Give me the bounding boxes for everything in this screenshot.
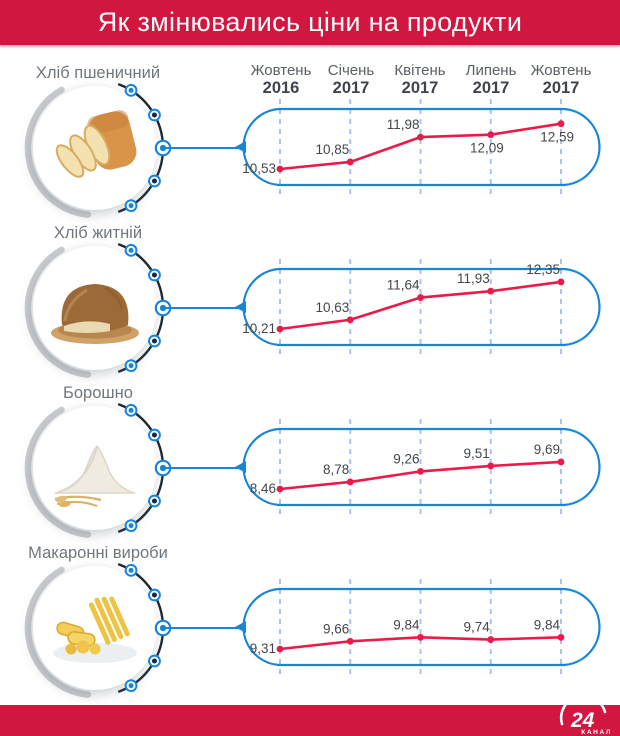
point-value-label: 9,51 (463, 446, 489, 461)
channel-24-logo: 24 КАНАЛ (559, 704, 612, 735)
point-value-label: 9,84 (534, 617, 561, 632)
column-month: Квітень (394, 62, 446, 79)
column-year: 2017 (542, 79, 580, 97)
point-value-label: 9,69 (534, 442, 560, 457)
price-chart-pasta: 9,31 9,66 9,84 9,74 9,84 (242, 579, 601, 675)
header-bar: Як змінювались ціни на продукти (0, 0, 620, 45)
logo-number: 24 (570, 709, 595, 732)
point-value-label: 12,35 (526, 262, 560, 277)
column-month: Жовтень (530, 62, 592, 79)
column-year: 2017 (472, 79, 510, 97)
point-value-label: 8,46 (250, 481, 276, 496)
rye-bread-icon (51, 284, 139, 344)
product-row-wheat-bread: Хліб пшеничний 10,53 10,85 11,98 12,09 12,59 (0, 64, 620, 255)
column-header: Жовтень 2017 (519, 62, 603, 98)
column-headers: Жовтень 2016 Січень 2017 Квітень 2017 Ли… (0, 63, 620, 99)
page-title: Як змінювались ціни на продукти (97, 7, 523, 37)
column-header: Квітень 2017 (378, 62, 462, 98)
product-label: Борошно (63, 384, 133, 402)
point-value-label: 10,21 (242, 321, 276, 336)
product-label: Хліб пшеничний (35, 64, 161, 82)
logo-swoosh-icon (559, 704, 607, 726)
flour-icon (54, 444, 136, 508)
column-month: Жовтень (250, 62, 312, 79)
product-photo-rye-bread (24, 242, 172, 378)
product-photo-flour (24, 402, 172, 538)
connector-arrowhead (235, 301, 246, 313)
product-label: Макаронні вироби (28, 544, 168, 562)
connector-line (163, 626, 246, 630)
point-value-label: 10,85 (315, 142, 349, 157)
column-month: Липень (465, 62, 517, 79)
connector-arrowhead (235, 141, 246, 153)
point-value-label: 9,84 (393, 617, 420, 632)
product-row-rye-bread: Хліб житній 10,21 10,63 11,64 11,93 12,35 (0, 224, 620, 415)
point-value-label: 11,64 (387, 278, 420, 293)
connector-line (163, 146, 246, 150)
point-value-label: 11,98 (387, 117, 420, 132)
wheat-bread-icon (55, 110, 137, 178)
connector-arrowhead (235, 461, 246, 473)
logo-caption: КАНАЛ (581, 729, 612, 735)
product-row-flour: Борошно 8,46 8,78 9,26 9,51 9,69 (0, 384, 620, 575)
column-header: Січень 2017 (309, 62, 393, 98)
product-photo-pasta (24, 562, 172, 698)
point-value-label: 9,66 (323, 621, 349, 636)
column-year: 2017 (401, 79, 439, 97)
column-month: Січень (327, 62, 375, 79)
connector-line (163, 306, 246, 310)
point-value-label: 10,63 (315, 300, 349, 315)
column-year: 2017 (332, 79, 370, 97)
price-chart-rye-bread: 10,21 10,63 11,64 11,93 12,35 (242, 259, 601, 355)
point-value-label: 12,59 (540, 130, 574, 145)
connector-arrowhead (235, 621, 246, 633)
point-value-label: 9,26 (393, 451, 419, 466)
point-value-label: 10,53 (242, 161, 276, 176)
pasta-icon (53, 596, 137, 663)
product-photo-wheat-bread (24, 82, 172, 218)
point-value-label: 11,93 (457, 271, 490, 286)
point-value-label: 9,31 (250, 641, 276, 656)
point-value-label: 12,09 (470, 141, 504, 156)
column-header: Жовтень 2016 (239, 62, 323, 98)
price-chart-wheat-bread: 10,53 10,85 11,98 12,09 12,59 (242, 99, 601, 195)
point-value-label: 9,74 (463, 620, 490, 635)
point-value-label: 8,78 (323, 462, 349, 477)
product-label: Хліб житній (53, 224, 143, 242)
product-row-pasta: Макаронні вироби 9,31 9,66 9,84 9,74 9,84 (0, 544, 620, 735)
connector-line (163, 466, 246, 470)
column-header: Липень 2017 (449, 62, 533, 98)
column-year: 2016 (262, 79, 300, 97)
price-chart-flour: 8,46 8,78 9,26 9,51 9,69 (242, 419, 601, 515)
footer-bar: 24 КАНАЛ (0, 704, 620, 736)
